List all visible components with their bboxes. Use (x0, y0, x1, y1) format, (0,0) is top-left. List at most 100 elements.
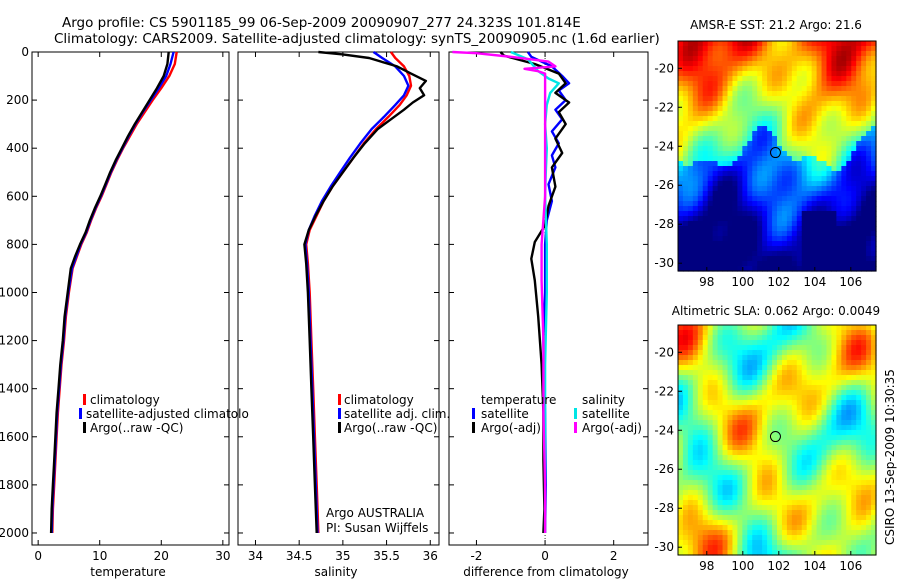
heatmap-cell (841, 490, 847, 496)
heatmap-cell (727, 121, 734, 127)
heatmap-cell (712, 166, 719, 172)
heatmap-cell (866, 505, 872, 511)
heatmap-cell (682, 480, 689, 486)
series-line-argo-raw-qc- (49, 51, 170, 534)
heatmap-cell (777, 66, 783, 72)
heatmap-cell (791, 350, 798, 356)
heatmap-cell (791, 166, 798, 172)
heatmap-cell (836, 261, 842, 267)
heatmap-cell (767, 146, 773, 152)
heatmap-cell (752, 201, 758, 207)
heatmap-cell (772, 520, 778, 526)
heatmap-cell (866, 470, 872, 476)
map-y-tick-label: -30 (654, 256, 674, 270)
heatmap-cell (687, 345, 694, 351)
heatmap-cell (871, 226, 877, 232)
heatmap-cell (836, 515, 842, 521)
heatmap-cell (727, 216, 734, 222)
heatmap-cell (786, 181, 793, 187)
heatmap-cell (786, 81, 793, 87)
heatmap-cell (712, 490, 719, 496)
heatmap-cell (678, 470, 684, 476)
heatmap-cell (762, 196, 768, 202)
heatmap-cell (781, 216, 788, 222)
heatmap-cell (702, 156, 709, 162)
heatmap-cell (732, 445, 738, 451)
heatmap-cell (831, 101, 837, 107)
heatmap-cell (836, 161, 842, 167)
heatmap-cell (846, 81, 852, 87)
heatmap-cell (841, 530, 847, 536)
heatmap-cell (717, 246, 724, 252)
y-tick-label: 1800 (0, 478, 29, 492)
heatmap-cell (806, 390, 813, 396)
heatmap-cell (737, 450, 743, 456)
heatmap-cell (737, 460, 743, 466)
heatmap-cell (777, 231, 783, 237)
sst-map-frame (677, 40, 877, 272)
heatmap-cell (707, 166, 714, 172)
heatmap-cell (831, 350, 837, 356)
heatmap-cell (801, 136, 808, 142)
heatmap-cell (727, 71, 734, 77)
heatmap-cell (777, 465, 783, 471)
heatmap-cell (702, 410, 709, 416)
heatmap-cell (687, 530, 694, 536)
heatmap-cell (767, 56, 773, 62)
heatmap-cell (697, 335, 704, 341)
heatmap-cell (772, 350, 778, 356)
heatmap-cell (702, 236, 709, 242)
heatmap-cell (806, 485, 813, 491)
heatmap-cell (866, 236, 872, 242)
heatmap-cell (846, 340, 852, 346)
heatmap-cell (762, 545, 768, 551)
heatmap-cell (786, 136, 793, 142)
heatmap-cell (781, 66, 788, 72)
heatmap-cell (697, 390, 704, 396)
heatmap-cell (697, 166, 704, 172)
map-y-tick-label: -20 (654, 345, 674, 359)
heatmap-cell (757, 355, 763, 361)
heatmap-cell (801, 365, 808, 371)
legend-swatch-satellite (338, 408, 341, 419)
heatmap-cell (762, 181, 768, 187)
heatmap-cell (767, 186, 773, 192)
heatmap-cell (727, 540, 734, 546)
heatmap-cell (717, 430, 724, 436)
heatmap-cell (811, 231, 818, 237)
heatmap-cell (767, 96, 773, 102)
heatmap-cell (762, 380, 768, 386)
heatmap-cell (806, 71, 813, 77)
heatmap-cell (851, 425, 857, 431)
heatmap-cell (806, 360, 813, 366)
heatmap-cell (747, 76, 753, 82)
heatmap-cell (742, 141, 748, 147)
heatmap-cell (772, 510, 778, 516)
heatmap-cell (831, 445, 837, 451)
heatmap-cell (801, 86, 808, 92)
heatmap-cell (772, 251, 778, 257)
heatmap-cell (762, 445, 768, 451)
heatmap-cell (712, 196, 719, 202)
heatmap-cell (757, 181, 763, 187)
heatmap-cell (846, 525, 852, 531)
heatmap-cell (742, 375, 748, 381)
heatmap-cell (742, 246, 748, 252)
heatmap-cell (806, 61, 813, 67)
heatmap-cell (816, 450, 823, 456)
legend-label-temp-satellite: satellite (481, 407, 529, 421)
heatmap-cell (727, 470, 734, 476)
heatmap-cell (747, 61, 753, 67)
heatmap-cell (806, 475, 813, 481)
heatmap-cell (861, 81, 867, 87)
heatmap-cell (747, 325, 753, 331)
heatmap-cell (732, 76, 738, 82)
heatmap-cell (678, 350, 684, 356)
heatmap-cell (806, 76, 813, 82)
heatmap-cell (806, 425, 813, 431)
heatmap-cell (841, 246, 847, 252)
heatmap-cell (866, 86, 872, 92)
heatmap-cell (772, 325, 778, 331)
heatmap-cell (816, 520, 823, 526)
heatmap-cell (737, 545, 743, 551)
